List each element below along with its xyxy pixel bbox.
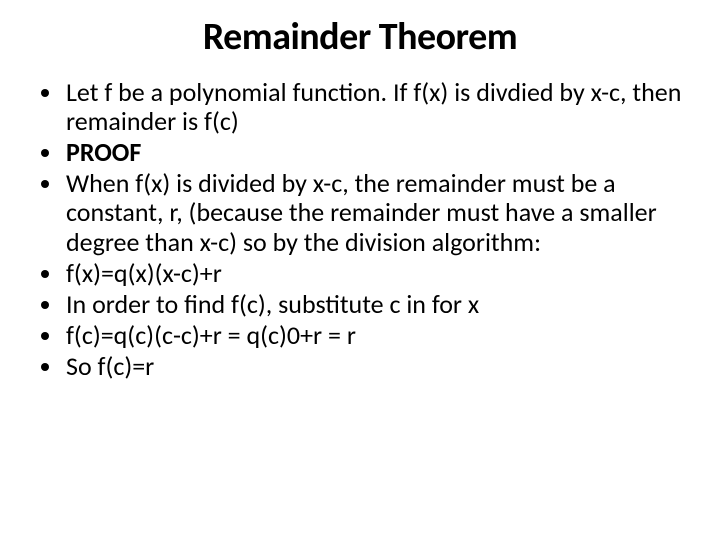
- slide: Remainder Theorem Let f be a polynomial …: [0, 0, 720, 540]
- bullet-list: Let f be a polynomial function. If f(x) …: [36, 78, 684, 381]
- bullet-item: Let f be a polynomial function. If f(x) …: [64, 78, 684, 136]
- bullet-item: f(c)=q(c)(c-c)+r = q(c)0+r = r: [64, 321, 684, 350]
- bullet-item: When f(x) is divided by x-c, the remaind…: [64, 169, 684, 256]
- bullet-item: So f(c)=r: [64, 352, 684, 381]
- bullet-item: In order to find f(c), substitute c in f…: [64, 290, 684, 319]
- bullet-item: f(x)=q(x)(x-c)+r: [64, 259, 684, 288]
- bullet-item: PROOF: [64, 138, 684, 167]
- slide-title: Remainder Theorem: [36, 14, 684, 60]
